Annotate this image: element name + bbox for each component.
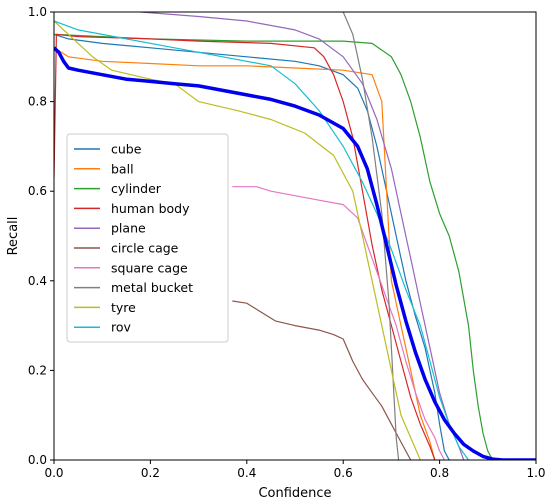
x-tick-label: 1.0: [526, 466, 545, 480]
legend-entry-label: plane: [111, 221, 146, 236]
x-tick-label: 0.0: [44, 466, 63, 480]
legend-entry-label: tyre: [111, 300, 136, 315]
legend-entry-label: ball: [111, 161, 134, 176]
x-tick-label: 0.2: [141, 466, 160, 480]
x-tick-label: 0.6: [334, 466, 353, 480]
y-tick-label: 0.2: [28, 363, 47, 377]
square-cage-series-line: [232, 187, 444, 460]
y-axis-label: Recall: [6, 217, 21, 256]
legend-entry-label: cylinder: [111, 181, 162, 196]
y-tick-label: 0.0: [28, 453, 47, 467]
y-tick-label: 1.0: [28, 5, 47, 19]
x-tick-label: 0.4: [237, 466, 256, 480]
legend-entry-label: square cage: [111, 260, 188, 275]
x-tick-label: 0.8: [430, 466, 449, 480]
legend-entry-label: cube: [111, 142, 142, 157]
legend-entry-label: rov: [111, 320, 132, 335]
legend-entry-label: human body: [111, 201, 190, 216]
y-tick-label: 0.8: [28, 95, 47, 109]
legend-box: [67, 134, 228, 342]
circle-cage-series-line: [232, 301, 410, 460]
legend-entry-label: circle cage: [111, 241, 179, 256]
y-tick-label: 0.4: [28, 274, 47, 288]
y-tick-label: 0.6: [28, 184, 47, 198]
legend-entry-label: metal bucket: [111, 280, 193, 295]
x-axis-label: Confidence: [258, 486, 331, 501]
legend: cube ball cylinder human body plane circle ca…: [67, 134, 228, 342]
